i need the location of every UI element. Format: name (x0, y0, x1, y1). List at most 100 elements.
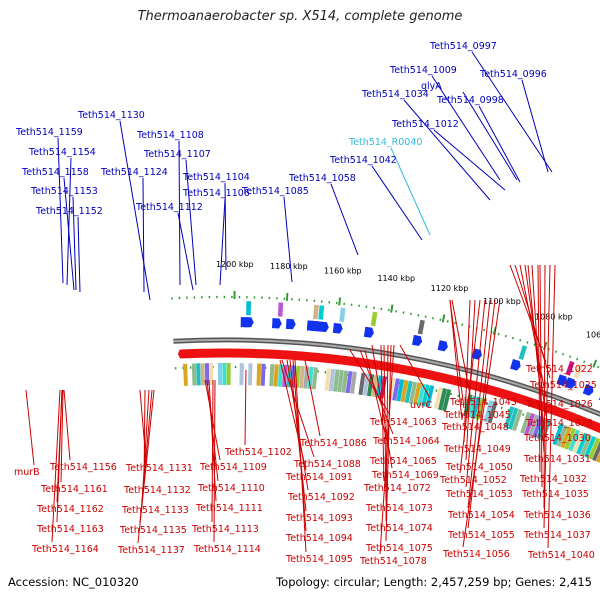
forward-gene-arrow (556, 374, 568, 386)
gene-label: Teth514_1131 (125, 463, 193, 474)
cog-block (556, 424, 568, 447)
gene-label: Teth514_1030 (523, 433, 591, 444)
label-leader-line (433, 129, 506, 191)
gene-label: Teth514_1052 (439, 475, 507, 486)
label-leader-line (385, 344, 392, 542)
cog-block (413, 382, 422, 405)
gene-label: Teth514_1072 (363, 483, 431, 494)
kbp-tick (592, 359, 598, 368)
gene-label: Teth514_0996 (479, 69, 547, 80)
gene-label: Teth514_1135 (119, 525, 187, 536)
forward-gene-arrow (244, 317, 254, 328)
label-leader-line (471, 51, 553, 173)
cog-block (269, 364, 275, 387)
reverse-gene-arrow (583, 418, 593, 429)
gene-label: Teth514_0998 (436, 95, 504, 106)
gene-label: Teth514_1104 (182, 172, 250, 183)
cog-block (379, 376, 388, 399)
forward-gene-arrow (272, 318, 282, 329)
cog-block (560, 426, 572, 449)
cog-block (404, 380, 413, 404)
kbp-label: 1200 kbp (216, 260, 254, 269)
kbp-tick (390, 304, 394, 313)
gene-label: Teth514_1054 (447, 510, 515, 521)
gene-label: Teth514_1009 (389, 65, 457, 76)
gene-label: Teth514_1032 (519, 474, 587, 485)
cog-block (239, 363, 244, 386)
forward-label-lines (57, 51, 553, 301)
cog-block (595, 451, 600, 463)
gene-label: Teth514_1086 (299, 438, 367, 449)
cog-block (307, 366, 314, 389)
cog-block (183, 363, 188, 386)
gene-arrows (177, 317, 600, 434)
gene-label: Teth514_1124 (100, 167, 168, 178)
gene-label: Teth514_R0040 (348, 137, 422, 148)
label-leader-line (521, 79, 549, 173)
gene-label: Teth514_1108 (136, 130, 204, 141)
label-leader-line (289, 359, 307, 512)
gene-label: Teth514_1048 (441, 422, 509, 433)
label-leader-line (119, 120, 151, 301)
cog-block (438, 388, 447, 411)
label-leader-line (547, 264, 556, 549)
gene-label: Teth514_1152 (35, 206, 103, 217)
reverse-gene-arrow (273, 349, 281, 360)
reverse-gene-arrow (323, 353, 332, 364)
cog-block (584, 436, 597, 458)
forward-gene-arrow (285, 318, 296, 330)
gene-label: Teth514_1154 (28, 147, 96, 158)
gene-label: Teth514_1053 (445, 489, 513, 500)
gene-label: Teth514_1034 (361, 89, 429, 100)
label-leader-line (449, 299, 465, 409)
cog-block (392, 378, 400, 401)
label-leader-line (390, 147, 431, 236)
label-leader-line (371, 165, 423, 241)
cog-block (552, 423, 564, 446)
cog-block-forward (339, 307, 346, 322)
cog-block (217, 363, 222, 385)
reverse-gene-arrow (312, 352, 320, 363)
reverse-gene-arrow (578, 416, 587, 427)
cog-block (483, 400, 494, 423)
gene-label: Teth514_1133 (121, 505, 189, 516)
cog-block (350, 371, 357, 394)
gene-label: Teth514_0997 (429, 41, 497, 52)
label-leader-line (178, 140, 181, 286)
cog-block (277, 364, 284, 387)
cog-block (282, 364, 288, 387)
label-leader-line (519, 264, 547, 398)
kbp-label: 1120 kbp (431, 284, 469, 293)
cog-block (204, 363, 210, 386)
reverse-gene-arrow (284, 350, 292, 360)
reverse-gene-arrow (317, 353, 326, 363)
gene-label: murB (14, 467, 40, 478)
gene-label: Teth514_1163 (36, 524, 104, 535)
reverse-gene-arrow (562, 410, 572, 421)
reverse-gene-arrow (573, 414, 582, 425)
label-leader-line (385, 344, 389, 522)
gene-label: Teth514_1114 (193, 544, 261, 555)
cog-block (520, 411, 531, 434)
cog-block (358, 372, 366, 396)
kbp-tick (441, 314, 446, 323)
reverse-gene-arrow (211, 348, 219, 358)
label-leader-line (77, 216, 81, 293)
reverse-gene-arrow (552, 406, 561, 417)
cog-block-forward (313, 304, 319, 320)
gene-label: Teth514_1074 (365, 523, 433, 534)
cog-block (487, 401, 498, 424)
cog-block (299, 366, 305, 389)
kbp-label: 1140 kbp (377, 274, 415, 283)
gene-label: glyA (421, 81, 442, 92)
label-leader-line (462, 91, 518, 181)
reverse-gene-arrow (367, 359, 376, 370)
gene-label: Teth514_1153 (30, 186, 98, 197)
cog-block-forward (417, 319, 425, 335)
reverse-gene-arrow (557, 408, 566, 419)
reverse-gene-arrow (183, 349, 192, 359)
cog-block (341, 370, 349, 393)
gene-label: Teth514_1132 (123, 485, 191, 496)
reverse-gene-arrow (267, 349, 276, 359)
reverse-gene-arrow (295, 351, 304, 361)
